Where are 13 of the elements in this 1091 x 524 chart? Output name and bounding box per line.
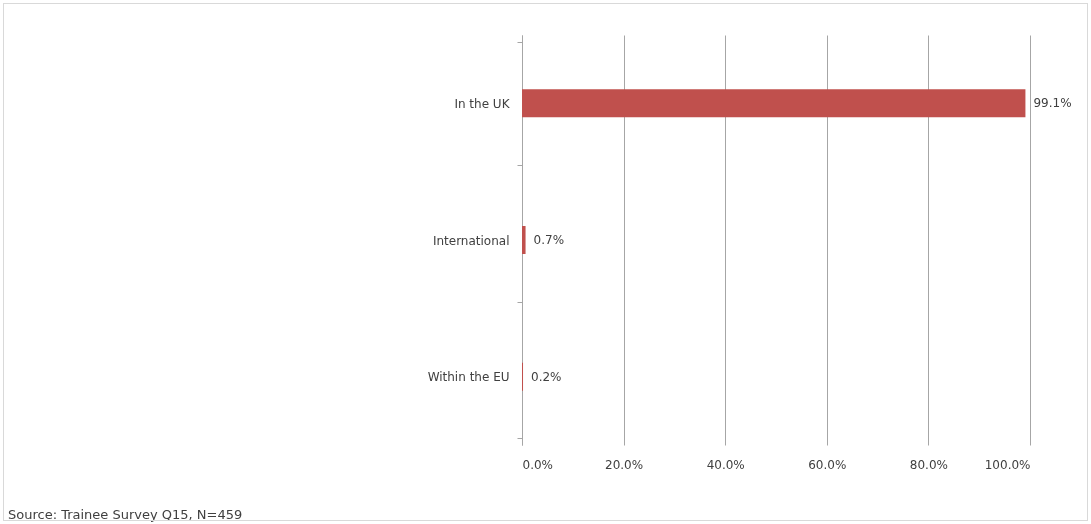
x-tick-label: 80.0% bbox=[909, 457, 948, 472]
data-label: 99.1% bbox=[1033, 96, 1072, 111]
source-note: Source: Trainee Survey Q15, N=459 bbox=[8, 507, 243, 522]
data-label: 0.2% bbox=[531, 369, 562, 384]
y-tick-label: Within the EU bbox=[427, 370, 510, 385]
data-label: 0.7% bbox=[533, 233, 565, 247]
y-tick-label: International bbox=[432, 233, 510, 248]
x-tick-label: 60.0% bbox=[808, 457, 847, 472]
x-tick-label: 20.0% bbox=[605, 457, 644, 472]
x-tick-label: 0.0% bbox=[522, 457, 553, 472]
x-tick-label: 40.0% bbox=[706, 457, 745, 472]
y-tick-label: In the UK bbox=[454, 96, 511, 111]
x-tick-label: 100.0% bbox=[984, 457, 1031, 472]
